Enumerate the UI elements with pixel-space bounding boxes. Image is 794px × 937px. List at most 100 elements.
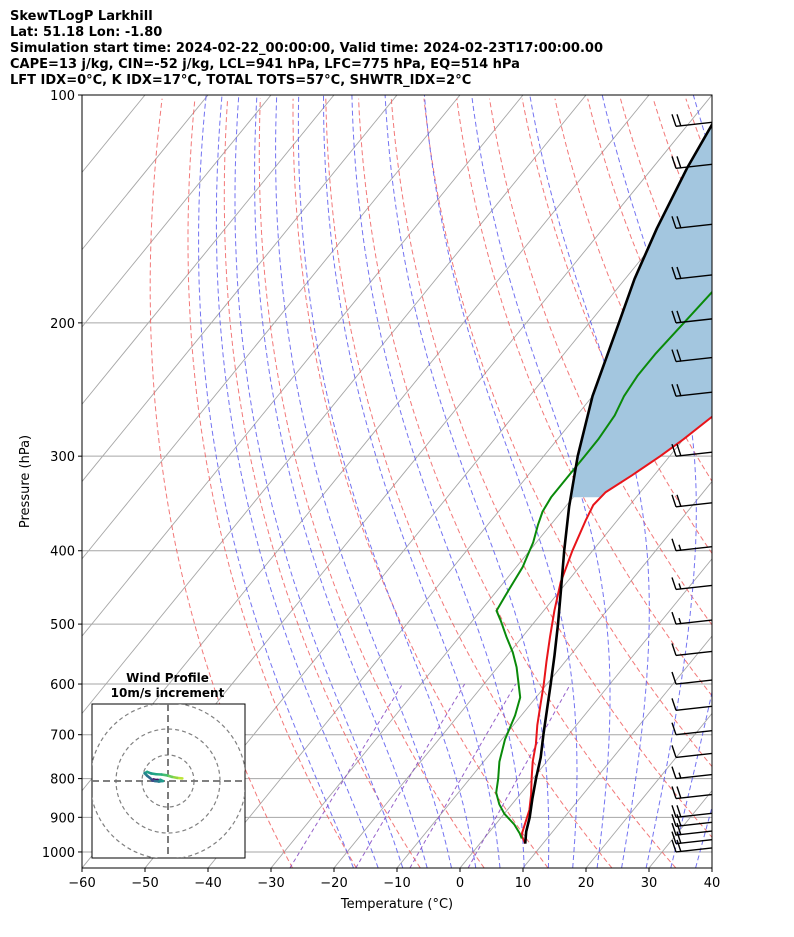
wind-barb-flag — [671, 310, 677, 324]
wind-barb-flag — [671, 814, 677, 827]
wind-barb-staff — [675, 391, 713, 397]
y-tick-label: 100 — [50, 89, 75, 104]
y-tick-label: 800 — [50, 773, 75, 788]
y-axis-label: Pressure (hPa) — [18, 435, 33, 528]
wind-barb — [671, 384, 713, 397]
wind-barb-flag — [671, 822, 677, 836]
moist-adiabat — [471, 95, 611, 868]
wind-barb-staff — [675, 812, 713, 819]
wind-barb — [671, 822, 713, 836]
wind-barb-flag — [676, 831, 682, 844]
wind-barb-flag — [671, 266, 677, 280]
y-tick-label: 400 — [50, 545, 75, 560]
x-tick-label: 0 — [456, 876, 464, 891]
x-tick-label: −30 — [257, 876, 284, 891]
wind-barb-flag — [676, 494, 682, 508]
wind-barb-flag — [671, 384, 677, 397]
cape-area — [570, 124, 712, 498]
isotherm-line — [82, 95, 83, 96]
wind-barb-flag — [671, 443, 677, 457]
wind-barb-staff — [675, 121, 713, 128]
wind-barb — [671, 805, 713, 819]
wind-barb-flag — [671, 839, 677, 853]
wind-barb-staff — [675, 274, 713, 280]
dry-adiabat — [554, 98, 712, 483]
wind-barb-flag — [671, 538, 677, 551]
wind-barb-half — [678, 617, 682, 625]
wind-barb — [671, 266, 713, 280]
wind-barb-flag — [676, 349, 682, 362]
dry-adiabat — [187, 98, 357, 868]
wind-barb-staff — [675, 679, 713, 685]
wind-barb-flag — [671, 831, 677, 844]
wind-barb-staff — [675, 451, 713, 457]
wind-barb — [671, 766, 713, 780]
inset-title: Wind Profile — [126, 671, 209, 685]
wind-barb-staff — [675, 730, 713, 736]
isotherm-line — [585, 712, 712, 868]
y-tick-label: 500 — [50, 618, 75, 633]
moist-adiabat — [423, 95, 578, 868]
wind-barb — [671, 831, 713, 845]
chart-title: SkewTLogP Larkhill — [10, 9, 153, 24]
wind-barb-flag — [671, 698, 677, 711]
x-tick-label: −60 — [68, 876, 95, 891]
wind-barb-flag — [671, 745, 677, 758]
isotherm-line — [82, 95, 461, 560]
wind-barb-half — [678, 583, 682, 590]
wind-barb-flag — [676, 216, 682, 229]
isotherm-line — [82, 95, 587, 715]
wind-barb-flag — [676, 839, 682, 853]
wind-barb-staff — [675, 773, 713, 780]
wind-barb — [671, 156, 713, 170]
wind-barb-flag — [671, 611, 677, 625]
mixing-ratio-line — [355, 683, 466, 868]
moist-adiabat — [323, 95, 501, 868]
dry-adiabat — [521, 98, 712, 555]
isotherm-line — [82, 95, 524, 637]
isotherm-line — [82, 95, 209, 251]
wind-barb — [671, 643, 713, 657]
cape-line: CAPE=13 j/kg, CIN=-52 j/kg, LCL=941 hPa,… — [10, 57, 520, 72]
wind-barb — [671, 671, 713, 685]
isotherm-line — [775, 95, 794, 868]
wind-barb-flag — [676, 266, 682, 280]
time-line: Simulation start time: 2024-02-22_00:00:… — [10, 41, 603, 56]
dry-adiabat — [149, 98, 293, 868]
wind-barb-half — [678, 772, 682, 779]
wind-barb-staff — [675, 821, 713, 828]
wind-barb — [671, 814, 713, 828]
wind-barb-flag — [671, 643, 677, 656]
y-tick-label: 900 — [50, 811, 75, 826]
moist-adiabat — [297, 95, 477, 868]
wind-barb-staff — [675, 847, 713, 853]
isotherm-line — [82, 95, 335, 405]
moist-adiabat — [254, 95, 428, 868]
cape-shading — [570, 124, 712, 498]
moist-adiabat — [234, 95, 404, 868]
wind-barb-flag — [671, 766, 677, 779]
wind-barb-staff — [675, 223, 713, 229]
isotherm-line — [396, 480, 712, 868]
y-tick-label: 200 — [50, 317, 75, 332]
mixing-ratio-line — [409, 683, 517, 868]
moist-adiabat — [384, 95, 550, 868]
hodograph-segment — [158, 778, 165, 783]
wind-barb-flag — [676, 822, 682, 836]
wind-barb-flag — [671, 349, 677, 362]
profile-lines — [495, 122, 712, 844]
moist-adiabat — [720, 95, 794, 868]
x-tick-label: 10 — [515, 876, 532, 891]
wind-barb-flag — [676, 786, 682, 799]
wind-barb — [671, 745, 713, 759]
inset-plot — [92, 704, 245, 858]
mixing-ratio-line — [289, 683, 403, 868]
wind-barb-staff — [675, 705, 713, 712]
y-tick-label: 300 — [50, 450, 75, 465]
wind-barb-staff — [675, 318, 713, 324]
wind-barb — [671, 114, 713, 128]
wind-barb — [671, 538, 713, 552]
wind-barb — [671, 722, 713, 736]
wind-barb-flag — [671, 671, 677, 685]
dry-adiabat — [719, 99, 794, 868]
